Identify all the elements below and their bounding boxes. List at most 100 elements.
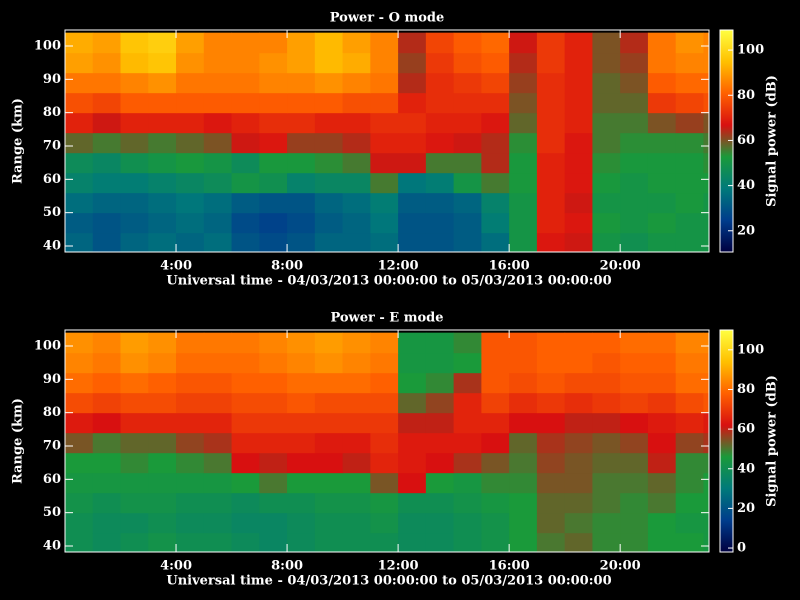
heatmap-cell bbox=[675, 492, 704, 514]
heatmap-cell bbox=[120, 432, 149, 454]
heatmap-cell bbox=[398, 472, 427, 494]
heatmap-cell bbox=[675, 112, 704, 134]
heatmap-cell bbox=[425, 152, 455, 174]
heatmap-cell bbox=[564, 232, 593, 252]
y-tick-label: 80 bbox=[43, 405, 61, 420]
heatmap-cell bbox=[620, 492, 649, 514]
heatmap-cell bbox=[647, 232, 677, 252]
y-tick-label: 60 bbox=[43, 172, 61, 187]
heatmap-cell bbox=[92, 352, 122, 374]
heatmap-cell bbox=[203, 172, 233, 194]
heatmap-cell bbox=[398, 392, 427, 414]
heatmap-cell bbox=[536, 192, 566, 214]
heatmap-cell bbox=[425, 72, 455, 94]
heatmap-cell bbox=[314, 172, 344, 194]
heatmap-cell bbox=[675, 372, 704, 394]
heatmap-cell bbox=[314, 92, 344, 114]
heatmap-cell bbox=[65, 412, 94, 434]
heatmap-cell bbox=[509, 472, 538, 494]
heatmap-cell bbox=[703, 452, 709, 474]
heatmap-cell bbox=[536, 132, 566, 154]
heatmap-cell bbox=[564, 112, 593, 134]
heatmap-cell bbox=[92, 512, 122, 534]
heatmap-cell bbox=[342, 512, 371, 534]
heatmap-cell bbox=[342, 112, 371, 134]
heatmap-cell bbox=[592, 72, 621, 94]
colorbar-tick-label: 20 bbox=[737, 501, 755, 516]
heatmap-cell bbox=[453, 212, 482, 234]
heatmap-cell bbox=[509, 72, 538, 94]
heatmap-cell bbox=[647, 52, 677, 74]
heatmap-cell bbox=[647, 532, 677, 552]
heatmap-cell bbox=[509, 192, 538, 214]
heatmap-cell bbox=[481, 332, 510, 354]
heatmap-cell bbox=[620, 352, 649, 374]
heatmap-cell bbox=[370, 492, 399, 514]
heatmap-cell bbox=[398, 52, 427, 74]
heatmap-cell bbox=[148, 52, 177, 74]
heatmap-cell bbox=[536, 172, 566, 194]
y-tick-label: 100 bbox=[34, 339, 61, 354]
heatmap-cell bbox=[592, 92, 621, 114]
heatmap-cell bbox=[314, 472, 344, 494]
heatmap-cell bbox=[425, 212, 455, 234]
heatmap-cell bbox=[92, 432, 122, 454]
heatmap-cell bbox=[92, 532, 122, 552]
heatmap-cell bbox=[148, 372, 177, 394]
heatmap-cell bbox=[203, 412, 233, 434]
heatmap-cell bbox=[231, 52, 260, 74]
heatmap-cell bbox=[675, 92, 704, 114]
heatmap-cell bbox=[176, 92, 205, 114]
heatmap-cell bbox=[647, 212, 677, 234]
heatmap-cell bbox=[481, 52, 510, 74]
heatmap-cell bbox=[120, 392, 149, 414]
heatmap-cell bbox=[342, 32, 371, 54]
heatmap-cell bbox=[425, 352, 455, 374]
heatmap-cell bbox=[703, 492, 709, 514]
heatmap-cell bbox=[342, 212, 371, 234]
heatmap-cell bbox=[675, 232, 704, 252]
heatmap-cell bbox=[120, 232, 149, 252]
heatmap-cell bbox=[259, 92, 288, 114]
heatmap-cell bbox=[65, 512, 94, 534]
heatmap-cell bbox=[425, 232, 455, 252]
heatmap-cell bbox=[148, 432, 177, 454]
heatmap-cell bbox=[287, 32, 316, 54]
heatmap-cell bbox=[314, 332, 344, 354]
heatmap-cell bbox=[481, 452, 510, 474]
heatmap-cell bbox=[148, 32, 177, 54]
heatmap-cell bbox=[536, 352, 566, 374]
heatmap-cell bbox=[703, 52, 709, 74]
heatmap-cell bbox=[259, 132, 288, 154]
heatmap-cell bbox=[453, 492, 482, 514]
heatmap-cell bbox=[287, 372, 316, 394]
heatmap-cell bbox=[398, 132, 427, 154]
heatmap-cell bbox=[453, 132, 482, 154]
heatmap-cell bbox=[92, 172, 122, 194]
heatmap-cell bbox=[620, 432, 649, 454]
heatmap-cell bbox=[287, 352, 316, 374]
heatmap-cell bbox=[176, 112, 205, 134]
heatmap-cell bbox=[564, 372, 593, 394]
heatmap-cell bbox=[176, 132, 205, 154]
heatmap-cell bbox=[65, 452, 94, 474]
heatmap-cell bbox=[259, 52, 288, 74]
heatmap-cell bbox=[259, 452, 288, 474]
heatmap-cell bbox=[231, 432, 260, 454]
heatmap-cell bbox=[647, 192, 677, 214]
heatmap-cell bbox=[370, 512, 399, 534]
heatmap-cell bbox=[65, 32, 94, 54]
heatmap-cell bbox=[425, 92, 455, 114]
heatmap-cell bbox=[314, 152, 344, 174]
heatmap-cell bbox=[148, 332, 177, 354]
heatmap-cell bbox=[314, 132, 344, 154]
heatmap-cell bbox=[647, 332, 677, 354]
heatmap-cell bbox=[703, 352, 709, 374]
heatmap-cell bbox=[509, 392, 538, 414]
heatmap-cell bbox=[453, 512, 482, 534]
heatmap-cell bbox=[536, 212, 566, 234]
heatmap-cell bbox=[314, 192, 344, 214]
heatmap-cell bbox=[65, 332, 94, 354]
heatmap-cell bbox=[203, 392, 233, 414]
heatmap-cell bbox=[675, 152, 704, 174]
